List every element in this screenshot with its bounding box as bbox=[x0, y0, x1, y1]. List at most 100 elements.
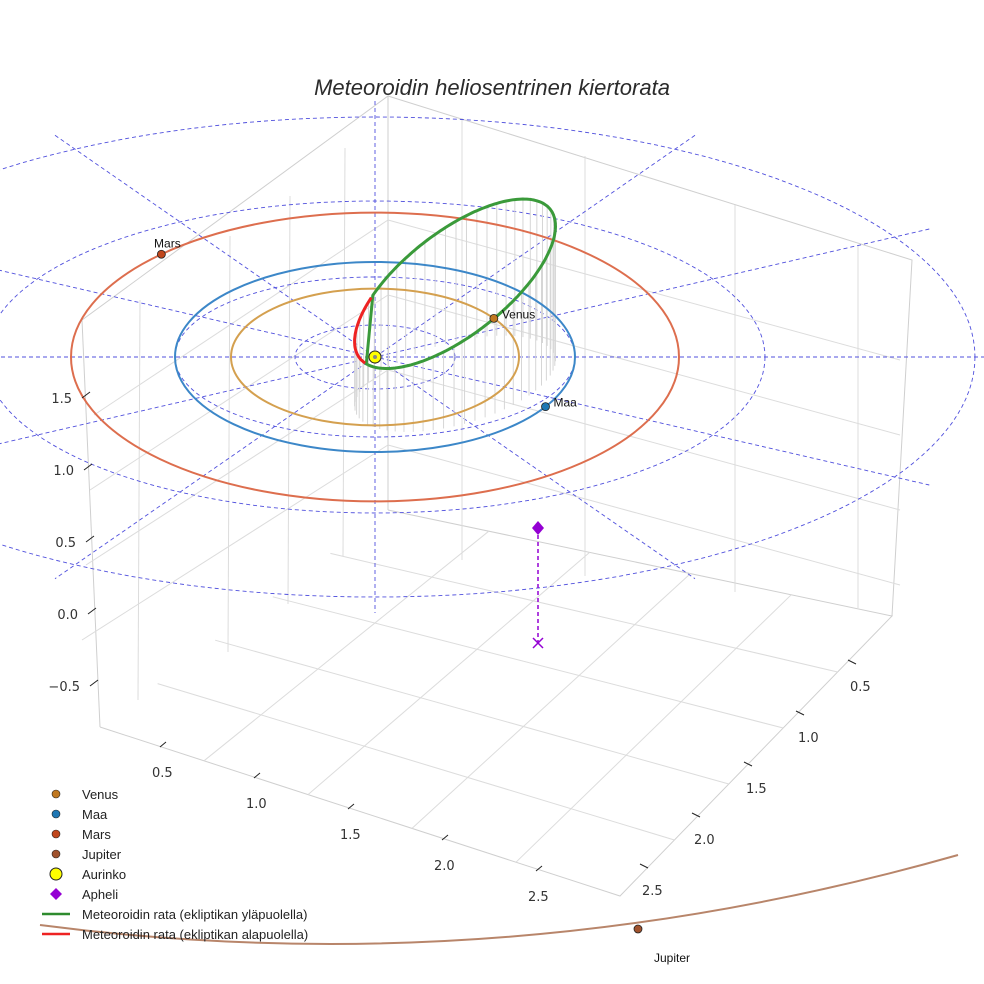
z-tick-label: 0.5 bbox=[55, 536, 76, 551]
grid-line bbox=[515, 594, 792, 863]
legend: Venus Maa Mars Jupiter Aurinko Apheli Meteoroi… bbox=[42, 787, 308, 942]
planet-orbits bbox=[39, 211, 959, 945]
plot-markers: Venus Maa Mars Jupiter bbox=[154, 236, 690, 965]
y-tick-label: 0.5 bbox=[850, 680, 871, 695]
orbit-maa bbox=[174, 261, 576, 453]
y-tick-label: 1.5 bbox=[746, 782, 767, 797]
grid-line bbox=[307, 552, 590, 795]
legend-entry: Mars bbox=[51, 827, 111, 842]
legend-label: Venus bbox=[82, 787, 119, 802]
grid-line bbox=[137, 299, 141, 701]
grid-line bbox=[387, 444, 901, 586]
legend-marker bbox=[51, 829, 61, 839]
z-tick bbox=[81, 391, 91, 399]
x-tick bbox=[253, 772, 261, 779]
planet-label-maa: Maa bbox=[554, 396, 578, 410]
grid-line bbox=[387, 369, 901, 511]
orbit-mars bbox=[70, 211, 680, 503]
legend-marker bbox=[51, 849, 61, 859]
axis-ticks: −0.5 0.0 0.5 1.0 1.5 0.5 1.0 1.5 2.0 2.5 0.5 1.0 1.5… bbox=[48, 391, 871, 905]
grid-line bbox=[89, 294, 389, 491]
z-tick-label: −0.5 bbox=[48, 680, 80, 695]
reference-spoke bbox=[54, 134, 696, 580]
legend-label: Apheli bbox=[82, 887, 118, 902]
grid-line bbox=[227, 235, 231, 653]
y-tick-label: 2.5 bbox=[642, 884, 663, 899]
planet-mars bbox=[156, 249, 166, 259]
planet-label-mars: Mars bbox=[154, 236, 181, 250]
legend-entry: Maa bbox=[51, 807, 108, 822]
apheli-floor-mark bbox=[532, 637, 544, 649]
grid-line bbox=[215, 639, 729, 785]
legend-marker bbox=[50, 888, 62, 900]
legend-entry: Meteoroidin rata (ekliptikan yläpuolella… bbox=[42, 907, 307, 922]
y-tick bbox=[639, 863, 649, 869]
x-tick bbox=[347, 803, 355, 810]
grid-line bbox=[157, 683, 675, 841]
y-tick bbox=[847, 659, 857, 665]
legend-entry: Apheli bbox=[50, 887, 118, 902]
z-tick-label: 0.0 bbox=[57, 608, 78, 623]
legend-entry: Jupiter bbox=[51, 847, 122, 862]
grid-line bbox=[93, 219, 389, 416]
back-wall-right bbox=[387, 95, 913, 617]
x-tick bbox=[535, 865, 543, 872]
orbit-below-ecliptic bbox=[353, 296, 373, 365]
orbit-venus bbox=[230, 287, 520, 427]
x-tick bbox=[159, 741, 167, 748]
legend-label: Meteoroidin rata (ekliptikan yläpuolella… bbox=[82, 907, 307, 922]
legend-marker bbox=[49, 867, 63, 881]
reference-grid bbox=[0, 101, 984, 613]
legend-marker bbox=[51, 809, 61, 819]
orbit-jupiter bbox=[39, 854, 959, 945]
grid-line bbox=[272, 596, 784, 729]
z-tick-label: 1.0 bbox=[53, 464, 74, 479]
legend-label: Meteoroidin rata (ekliptikan alapuolella… bbox=[82, 927, 308, 942]
apheli-marker bbox=[532, 521, 544, 535]
planet-label-jupiter: Jupiter bbox=[654, 951, 690, 965]
z-tick-label: 1.5 bbox=[51, 392, 72, 407]
y-tick-label: 2.0 bbox=[694, 833, 715, 848]
meteoroid-orbit bbox=[353, 197, 558, 370]
grid-line bbox=[203, 530, 490, 762]
x-tick-label: 1.0 bbox=[246, 797, 267, 812]
grid-line bbox=[411, 573, 691, 829]
legend-entry: Meteoroidin rata (ekliptikan alapuolella… bbox=[42, 927, 308, 942]
floor-edge bbox=[99, 509, 893, 897]
legend-entry: Venus bbox=[51, 787, 119, 802]
legend-label: Jupiter bbox=[82, 847, 122, 862]
grid-line bbox=[81, 444, 389, 641]
y-tick bbox=[691, 812, 701, 818]
axis-box bbox=[81, 95, 913, 897]
grid-line bbox=[387, 294, 901, 436]
legend-marker bbox=[51, 789, 61, 799]
reference-spoke bbox=[54, 134, 696, 580]
orbit-above-ecliptic bbox=[364, 197, 558, 370]
x-tick-label: 0.5 bbox=[152, 766, 173, 781]
y-tick-label: 1.0 bbox=[798, 731, 819, 746]
legend-label: Maa bbox=[82, 807, 108, 822]
x-tick-label: 2.5 bbox=[528, 890, 549, 905]
grid-line bbox=[85, 369, 389, 566]
back-wall-left bbox=[81, 95, 389, 728]
grid-line bbox=[330, 552, 838, 673]
z-tick bbox=[83, 463, 93, 471]
planet-maa bbox=[541, 402, 550, 412]
legend-entry: Aurinko bbox=[49, 867, 126, 882]
grid-line bbox=[287, 195, 291, 605]
legend-label: Mars bbox=[82, 827, 111, 842]
z-tick bbox=[85, 535, 95, 543]
planet-jupiter bbox=[633, 924, 643, 934]
sun-core bbox=[373, 355, 377, 359]
x-tick bbox=[441, 834, 449, 841]
z-tick bbox=[89, 679, 99, 687]
y-tick bbox=[743, 761, 753, 767]
z-tick bbox=[87, 607, 97, 615]
planet-label-venus: Venus bbox=[502, 307, 535, 321]
grid-line bbox=[342, 147, 346, 557]
planet-venus bbox=[489, 313, 499, 323]
x-tick-label: 2.0 bbox=[434, 859, 455, 874]
chart-title: Meteoroidin heliosentrinen kiertorata bbox=[314, 75, 670, 100]
y-tick bbox=[795, 710, 805, 716]
